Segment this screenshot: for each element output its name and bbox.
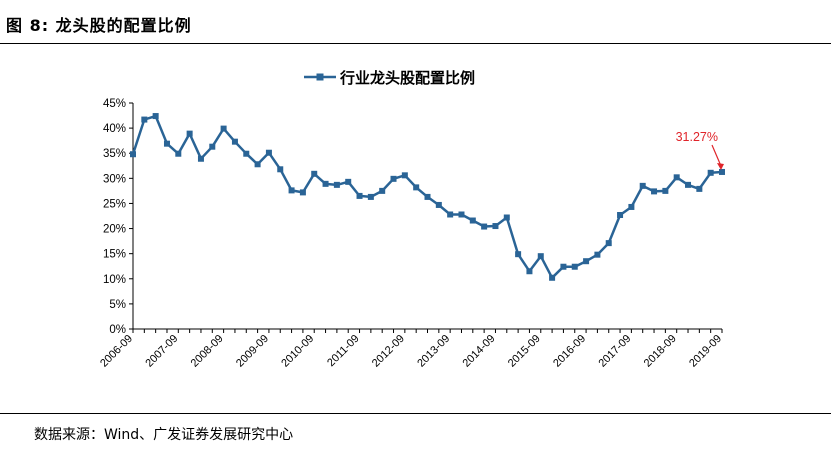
- x-tick-label: 2011-09: [325, 333, 361, 369]
- data-point-marker: [345, 178, 352, 185]
- header-divider: [0, 43, 831, 44]
- data-point-marker: [141, 116, 148, 123]
- footer-divider: [0, 413, 831, 414]
- data-point-marker: [549, 274, 556, 281]
- data-point-marker: [458, 211, 465, 218]
- data-point-marker: [299, 189, 306, 196]
- data-point-marker: [651, 188, 658, 195]
- y-tick-label: 25%: [103, 198, 126, 210]
- x-tick-label: 2012-09: [370, 333, 407, 370]
- data-point-marker: [390, 175, 397, 182]
- figure-title: 图 8: 龙头股的配置比例: [6, 16, 192, 35]
- x-tick-label: 2013-09: [415, 333, 452, 370]
- chart-axes: [132, 103, 722, 330]
- data-point-marker: [628, 203, 635, 210]
- x-tick-label: 2015-09: [506, 333, 543, 370]
- data-point-marker: [469, 217, 476, 224]
- data-point-marker: [583, 258, 590, 265]
- data-point-marker: [333, 181, 340, 188]
- y-tick-label: 30%: [103, 173, 126, 185]
- data-point-marker: [163, 140, 170, 147]
- data-point-marker: [413, 184, 420, 191]
- data-point-marker: [175, 150, 182, 157]
- data-point-marker: [424, 193, 431, 200]
- data-point-marker: [130, 151, 136, 158]
- x-tick-label: 2008-09: [189, 333, 226, 370]
- data-point-marker: [367, 193, 374, 200]
- data-point-marker: [265, 149, 272, 156]
- data-point-marker: [503, 214, 510, 221]
- y-tick-label: 0%: [109, 324, 126, 336]
- data-point-marker: [537, 253, 544, 260]
- y-tick-label: 40%: [103, 123, 126, 135]
- y-tick-label: 45%: [103, 98, 126, 110]
- data-point-marker: [277, 166, 284, 173]
- data-point-marker: [288, 187, 295, 194]
- legend-label: 行业龙头股配置比例: [339, 69, 475, 87]
- x-tick-label: 2018-09: [642, 333, 679, 370]
- data-point-marker: [481, 223, 488, 230]
- source-note: 数据来源：Wind、广发证券发展研究中心: [34, 427, 294, 443]
- x-tick-label: 2019-09: [687, 333, 724, 370]
- data-point-marker: [311, 170, 318, 177]
- data-point-marker: [526, 268, 533, 275]
- series-markers: [130, 113, 725, 281]
- data-point-marker: [186, 130, 193, 137]
- data-point-marker: [571, 263, 578, 270]
- data-point-marker: [515, 251, 522, 258]
- data-point-marker: [696, 185, 703, 192]
- data-point-marker: [401, 172, 408, 179]
- data-point-marker: [322, 180, 329, 187]
- chart-legend: 行业龙头股配置比例: [304, 69, 475, 87]
- y-tick-label: 35%: [103, 148, 126, 160]
- data-point-marker: [685, 181, 692, 188]
- data-point-marker: [673, 174, 680, 181]
- y-tick-label: 10%: [103, 274, 126, 286]
- data-point-marker: [719, 168, 725, 175]
- data-point-marker: [356, 192, 363, 199]
- annotation-arrow-head: [717, 162, 724, 170]
- x-tick-label: 2010-09: [279, 333, 316, 370]
- annotation-label: 31.27%: [676, 130, 718, 144]
- data-point-marker: [209, 143, 216, 150]
- data-point-marker: [707, 169, 714, 176]
- y-tick-label: 15%: [103, 249, 126, 261]
- data-point-marker: [639, 182, 646, 189]
- x-tick-label: 2016-09: [551, 333, 588, 370]
- data-point-marker: [152, 113, 159, 120]
- data-point-marker: [447, 211, 454, 218]
- data-point-marker: [594, 251, 601, 258]
- data-point-marker: [254, 161, 261, 168]
- data-point-marker: [662, 187, 669, 194]
- last-value-annotation: 31.27%: [676, 130, 724, 170]
- x-tick-label: 2009-09: [234, 333, 271, 370]
- data-point-marker: [560, 263, 567, 270]
- data-point-marker: [617, 211, 624, 218]
- annotation-arrow-line: [711, 144, 722, 167]
- y-tick-label: 5%: [109, 299, 126, 311]
- legend-marker-swatch: [316, 73, 324, 81]
- data-point-marker: [379, 187, 386, 194]
- data-point-marker: [492, 223, 499, 230]
- y-axis-ticks: 0% 5% 10% 15% 20% 25% 30% 35% 40% 45%: [103, 98, 133, 336]
- x-tick-label: 2007-09: [143, 333, 180, 370]
- x-tick-label: 2014-09: [461, 333, 498, 370]
- data-point-marker: [435, 201, 442, 208]
- x-axis-ticks: 2006-09 2007-09 2008-09 2009-09 2010-09 2011-…: [98, 329, 724, 370]
- data-point-marker: [220, 125, 227, 132]
- y-tick-label: 20%: [103, 224, 126, 236]
- data-point-marker: [197, 155, 204, 162]
- x-tick-label: 2017-09: [596, 333, 633, 370]
- data-point-marker: [231, 138, 238, 145]
- x-tick-label: 2006-09: [98, 333, 135, 370]
- data-point-marker: [243, 150, 250, 157]
- data-point-marker: [605, 240, 612, 247]
